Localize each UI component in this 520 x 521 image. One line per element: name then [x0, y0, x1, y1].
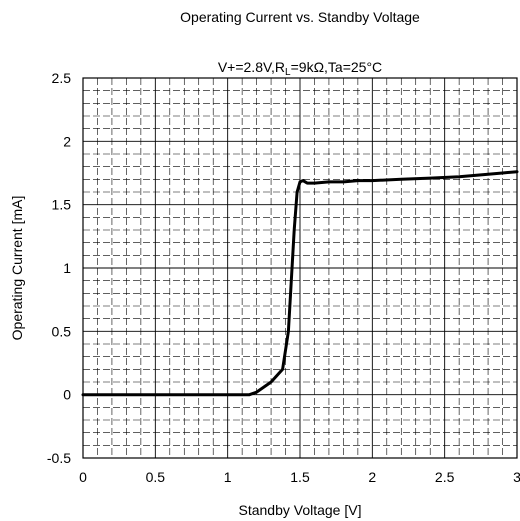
y-tick-label: 2 [63, 133, 71, 149]
plot-area [82, 77, 518, 459]
y-tick-label: 1 [63, 260, 71, 276]
y-tick-label: -0.5 [47, 450, 71, 466]
chart-title: Operating Current vs. Standby Voltage [180, 9, 420, 25]
chart-subtitle: V+=2.8V,RL=9kΩ,Ta=25°C [218, 59, 382, 78]
chart-subtitle-subscript: L [285, 67, 291, 78]
x-tick-label: 0.5 [146, 469, 166, 485]
y-axis-label: Operating Current [mA] [9, 196, 25, 341]
x-tick-label: 0 [79, 469, 87, 485]
y-tick-label: 2.5 [52, 70, 72, 86]
chart-subtitle-suffix: =9kΩ,Ta=25°C [291, 59, 383, 75]
x-tick-label: 1.5 [290, 469, 310, 485]
axis-ticks: 0 0.5 1 1.5 2 2.5 3 -0.5 0 0.5 1 1.5 2 2.5 [47, 70, 520, 485]
y-tick-label: 0 [63, 387, 71, 403]
x-tick-label: 2 [368, 469, 376, 485]
chart-subtitle-prefix: V+=2.8V,R [218, 59, 285, 75]
series-line [81, 170, 519, 397]
grid [83, 78, 517, 458]
series-layer [81, 170, 519, 397]
x-tick-label: 3 [513, 469, 520, 485]
y-tick-label: 1.5 [52, 197, 72, 213]
x-axis-label: Standby Voltage [V] [239, 502, 362, 518]
y-tick-label: 0.5 [52, 323, 72, 339]
x-tick-label: 1 [224, 469, 232, 485]
x-tick-label: 2.5 [435, 469, 455, 485]
